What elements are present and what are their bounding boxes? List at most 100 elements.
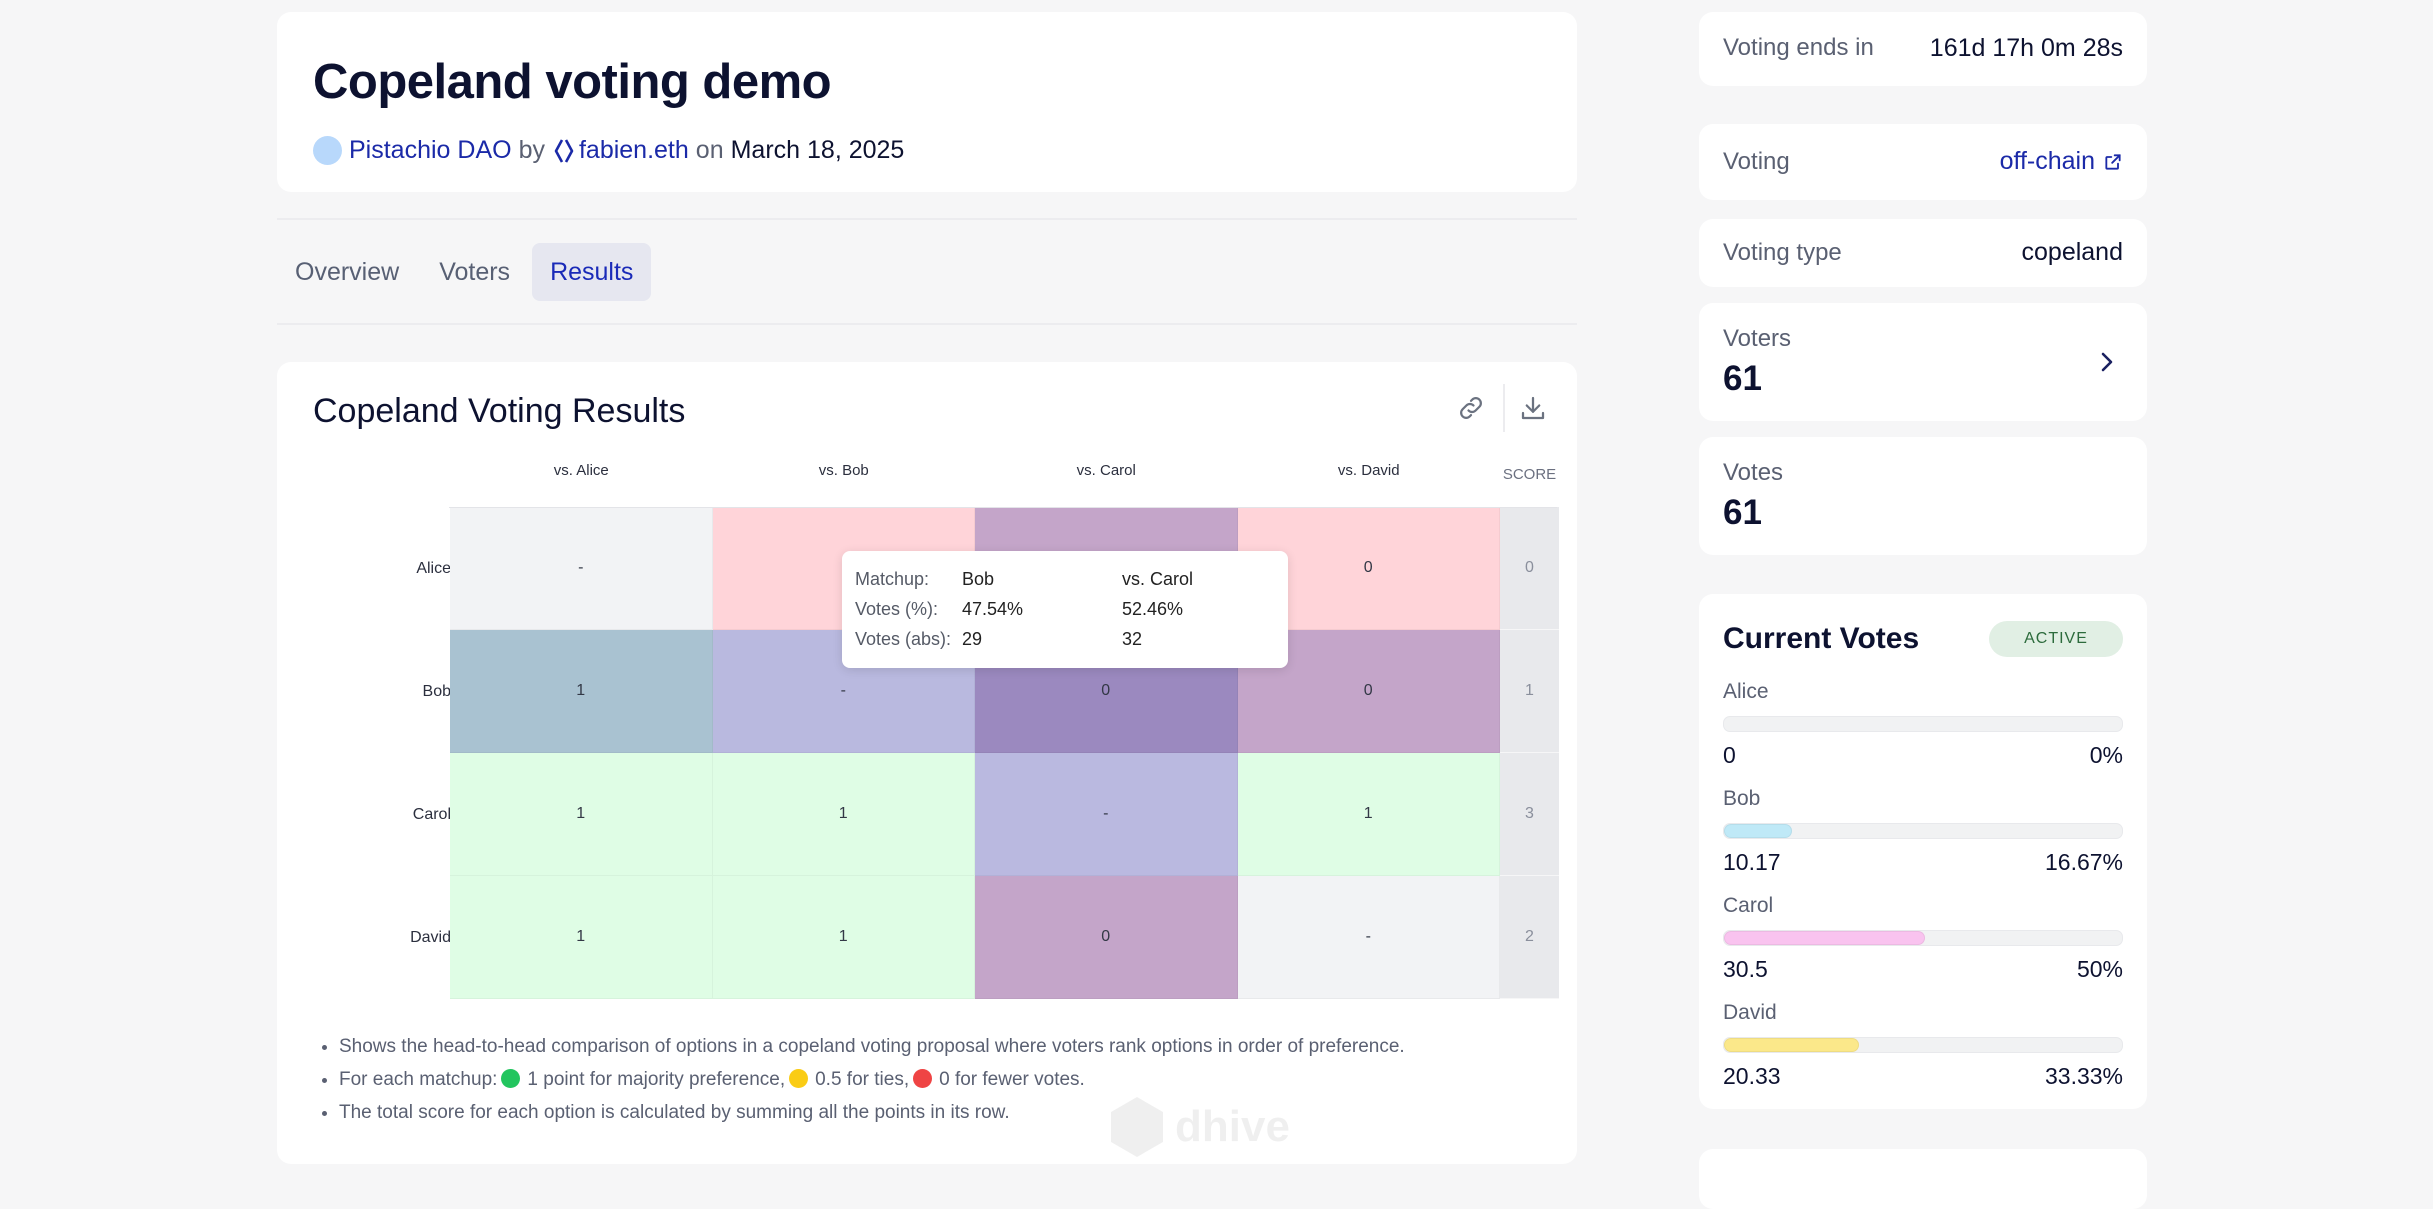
external-link-icon xyxy=(2105,153,2121,170)
voters-card[interactable]: Voters 61 xyxy=(1699,303,2147,421)
column-header: vs. Carol xyxy=(1076,462,1136,479)
current-votes-title: Current Votes xyxy=(1723,622,1920,655)
option-votes: 0 xyxy=(1723,742,1736,768)
row-header: Bob xyxy=(422,682,451,700)
voters-label: Voters xyxy=(1723,325,1792,352)
dhive-logo-icon xyxy=(1111,1097,1163,1157)
vote-progress-bar xyxy=(1723,1037,2123,1053)
tooltip-value: 47.54% xyxy=(962,599,1024,619)
vote-option: Bob 10.17 16.67% xyxy=(1723,787,2123,876)
on-text: on xyxy=(695,136,724,164)
tab-bar: Overview Voters Results xyxy=(277,243,655,301)
column-header: vs. Alice xyxy=(553,462,609,479)
tooltip-value: 29 xyxy=(962,629,983,649)
page-title: Copeland voting demo xyxy=(313,55,832,109)
option-votes: 10.17 xyxy=(1723,849,1781,875)
matrix-cell[interactable]: 0 xyxy=(975,876,1238,999)
tooltip-value: 32 xyxy=(1122,629,1143,649)
row-header: Alice xyxy=(416,559,451,577)
row-header: David xyxy=(410,928,451,946)
voting-type-label: Voting type xyxy=(1723,239,1842,266)
matrix-cell[interactable]: - xyxy=(1237,876,1500,999)
score-cell: 3 xyxy=(1500,753,1559,876)
vote-progress-bar xyxy=(1723,716,2123,732)
divider xyxy=(1503,384,1505,432)
option-name: Carol xyxy=(1723,894,1774,917)
voters-count: 61 xyxy=(1723,359,1762,398)
dao-avatar[interactable] xyxy=(313,136,342,165)
proposal-header-card: Copeland voting demo Pistachio DAO by fa… xyxy=(277,12,1577,192)
tab-results[interactable]: Results xyxy=(532,243,652,301)
note-text: 0 for fewer votes. xyxy=(939,1069,1085,1090)
option-percent: 0% xyxy=(2089,742,2123,768)
vote-progress-fill xyxy=(1724,1038,1859,1052)
column-header: vs. David xyxy=(1337,462,1400,479)
watermark-text: dhive xyxy=(1175,1102,1290,1151)
yellow-dot-icon xyxy=(789,1069,809,1088)
matrix-cell[interactable]: - xyxy=(975,753,1238,876)
red-dot-icon xyxy=(913,1069,933,1088)
option-name: Bob xyxy=(1723,787,1761,810)
matrix-cell[interactable]: 1 xyxy=(450,876,713,999)
matrix-cell[interactable]: 1 xyxy=(712,876,975,999)
votes-count: 61 xyxy=(1723,493,1762,532)
note-item: Shows the head-to-head comparison of opt… xyxy=(339,1030,1405,1063)
score-cell: 2 xyxy=(1500,876,1559,999)
matchup-tooltip: Matchup: Bob vs. Carol Votes (%): 47.54%… xyxy=(842,551,1288,668)
results-card: Copeland Voting Results vs. Alice vs. Bob… xyxy=(277,362,1577,1164)
tooltip-value: 52.46% xyxy=(1122,599,1184,619)
matrix-cell[interactable]: 1 xyxy=(450,753,713,876)
votes-label: Votes xyxy=(1723,459,1784,486)
tab-overview[interactable]: Overview xyxy=(295,258,400,286)
axis-line xyxy=(449,507,1557,508)
row-header: Carol xyxy=(412,805,451,823)
note-text: Shows the head-to-head comparison of opt… xyxy=(339,1036,1405,1057)
vote-option: Alice 0 0% xyxy=(1723,680,2123,769)
vote-progress-fill xyxy=(1724,931,1925,945)
author-link[interactable]: fabien.eth xyxy=(578,136,689,164)
off-chain-text: off-chain xyxy=(1999,147,2095,175)
score-cell: 1 xyxy=(1500,630,1559,753)
ens-icon xyxy=(554,138,574,164)
option-percent: 50% xyxy=(2076,956,2123,982)
voting-card: Voting off-chain xyxy=(1699,124,2147,200)
score-cell: 0 xyxy=(1500,507,1559,630)
vote-progress-fill xyxy=(1724,824,1793,838)
note-item: The total score for each option is calcu… xyxy=(339,1096,1405,1129)
download-icon[interactable] xyxy=(1513,388,1553,428)
dao-link[interactable]: Pistachio DAO xyxy=(349,136,512,164)
matrix-cell[interactable]: - xyxy=(450,507,713,630)
status-badge: ACTIVE xyxy=(1989,621,2123,657)
off-chain-link[interactable]: off-chain xyxy=(2000,147,2123,176)
voting-ends-card: Voting ends in 161d 17h 0m 28s xyxy=(1699,12,2147,86)
proposal-meta: Pistachio DAO by fabien.eth on March 18,… xyxy=(313,136,904,165)
results-title: Copeland Voting Results xyxy=(313,392,686,430)
score-header: SCORE xyxy=(1502,466,1557,483)
vote-progress-bar xyxy=(1723,930,2123,946)
option-votes: 20.33 xyxy=(1723,1063,1781,1089)
link-icon[interactable] xyxy=(1451,388,1491,428)
dhive-watermark: dhive xyxy=(1107,1092,1307,1162)
tooltip-label: Matchup: xyxy=(855,569,930,589)
option-votes: 30.5 xyxy=(1723,956,1768,982)
option-percent: 33.33% xyxy=(2044,1063,2123,1089)
vote-progress-bar xyxy=(1723,823,2123,839)
next-card xyxy=(1699,1149,2147,1209)
matrix-cell[interactable]: 1 xyxy=(450,630,713,753)
voting-ends-countdown: 161d 17h 0m 28s xyxy=(1929,34,2123,62)
note-text: 0.5 for ties, xyxy=(815,1069,910,1090)
copeland-matrix: vs. Alice vs. Bob vs. Carol vs. David SCORE … xyxy=(309,462,1559,999)
proposal-date: March 18, 2025 xyxy=(730,136,905,164)
matrix-cell[interactable]: 1 xyxy=(1237,753,1500,876)
tooltip-label: Votes (%): xyxy=(855,599,939,619)
tab-voters[interactable]: Voters xyxy=(439,258,511,286)
tooltip-label: Votes (abs): xyxy=(855,629,952,649)
chevron-right-icon[interactable] xyxy=(2097,349,2117,375)
tooltip-value: Bob xyxy=(962,569,995,589)
option-percent: 16.67% xyxy=(2044,849,2123,875)
note-item: For each matchup: 1 point for majority pr… xyxy=(339,1063,1405,1096)
matrix-cell[interactable]: 1 xyxy=(712,753,975,876)
green-dot-icon xyxy=(501,1069,521,1088)
by-text: by xyxy=(518,136,545,164)
option-name: David xyxy=(1723,1001,1777,1024)
